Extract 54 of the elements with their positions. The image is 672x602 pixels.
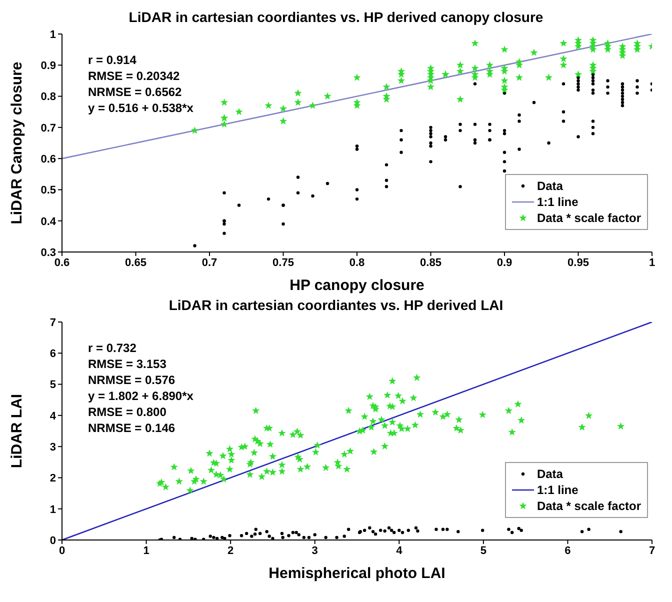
x-tick-label: 1 bbox=[143, 544, 150, 557]
annotation: y = 1.802 + 6.890*x bbox=[88, 388, 194, 404]
annotation: NRMSE = 0.6562 bbox=[88, 84, 183, 100]
annotation: RMSE = 0.20342 bbox=[88, 68, 181, 84]
y-tick-label: 0.3 bbox=[40, 246, 56, 259]
y-tick-label: 3 bbox=[50, 441, 56, 454]
y-tick-label: 2 bbox=[50, 472, 56, 485]
y-tick-label: 0.9 bbox=[40, 60, 56, 72]
y-tick-label: 4 bbox=[50, 410, 57, 422]
annotation: RMSE = 3.153 bbox=[88, 356, 168, 372]
legend-label: 1:1 line bbox=[536, 482, 578, 498]
y-tick-label: 1 bbox=[50, 504, 56, 516]
x-tick-label: 0.75 bbox=[272, 256, 294, 269]
y-tick-label: 0.8 bbox=[40, 91, 56, 104]
legend-label: Data * scale factor bbox=[536, 498, 641, 514]
x-tick-label: 4 bbox=[396, 544, 404, 557]
x-tick-label: 0.7 bbox=[202, 256, 218, 269]
x-tick-label: 0.65 bbox=[125, 256, 146, 269]
annotation: y = 0.516 + 0.538*x bbox=[88, 100, 194, 116]
legend-label: 1:1 line bbox=[536, 194, 578, 210]
y-tick-label: 0.4 bbox=[40, 216, 57, 228]
y-tick-label: 6 bbox=[50, 348, 56, 360]
annotation: r = 0.914 bbox=[88, 52, 138, 68]
x-axis-title: Hemispherical photo LAI bbox=[268, 565, 446, 582]
annotation: NRMSE = 0.576 bbox=[88, 372, 176, 388]
x-tick-label: 2 bbox=[228, 544, 234, 557]
y-tick-label: 1 bbox=[50, 28, 56, 41]
x-tick-label: 3 bbox=[312, 544, 318, 557]
legend-label: Data bbox=[536, 466, 563, 482]
y-tick-label: 0.5 bbox=[40, 184, 56, 197]
y-tick-label: 0.7 bbox=[40, 122, 56, 134]
annotation: NRMSE = 0.146 bbox=[88, 420, 176, 436]
x-tick-label: 6 bbox=[564, 544, 571, 557]
y-tick-label: 0.6 bbox=[40, 153, 56, 166]
legend-label: Data bbox=[536, 178, 563, 194]
y-tick-label: 0 bbox=[50, 534, 56, 547]
y-axis-title: LiDAR LAI bbox=[8, 394, 26, 468]
y-axis-title: LiDAR Canopy closure bbox=[8, 62, 26, 224]
chart-title: LiDAR in cartesian coordiantes vs. HP derived LAI bbox=[168, 296, 504, 314]
x-tick-label: 0.9 bbox=[496, 256, 512, 269]
x-tick-label: 7 bbox=[648, 544, 656, 557]
x-tick-label: 0 bbox=[58, 544, 66, 557]
chart-title: LiDAR in cartesian coordiantes vs. HP derived canopy closure bbox=[128, 8, 544, 26]
x-tick-label: 5 bbox=[480, 544, 486, 557]
x-tick-label: 0.8 bbox=[349, 256, 365, 269]
annotation: r = 0.732 bbox=[88, 340, 138, 356]
x-tick-label: 0.95 bbox=[568, 256, 589, 269]
y-tick-label: 7 bbox=[50, 316, 56, 329]
annotation: RMSE = 0.800 bbox=[88, 404, 168, 420]
x-axis-title: HP canopy closure bbox=[290, 277, 424, 294]
x-tick-label: 1 bbox=[648, 256, 656, 269]
y-tick-label: 5 bbox=[50, 379, 56, 392]
legend-label: Data * scale factor bbox=[536, 210, 641, 226]
x-tick-label: 0.85 bbox=[420, 256, 442, 269]
